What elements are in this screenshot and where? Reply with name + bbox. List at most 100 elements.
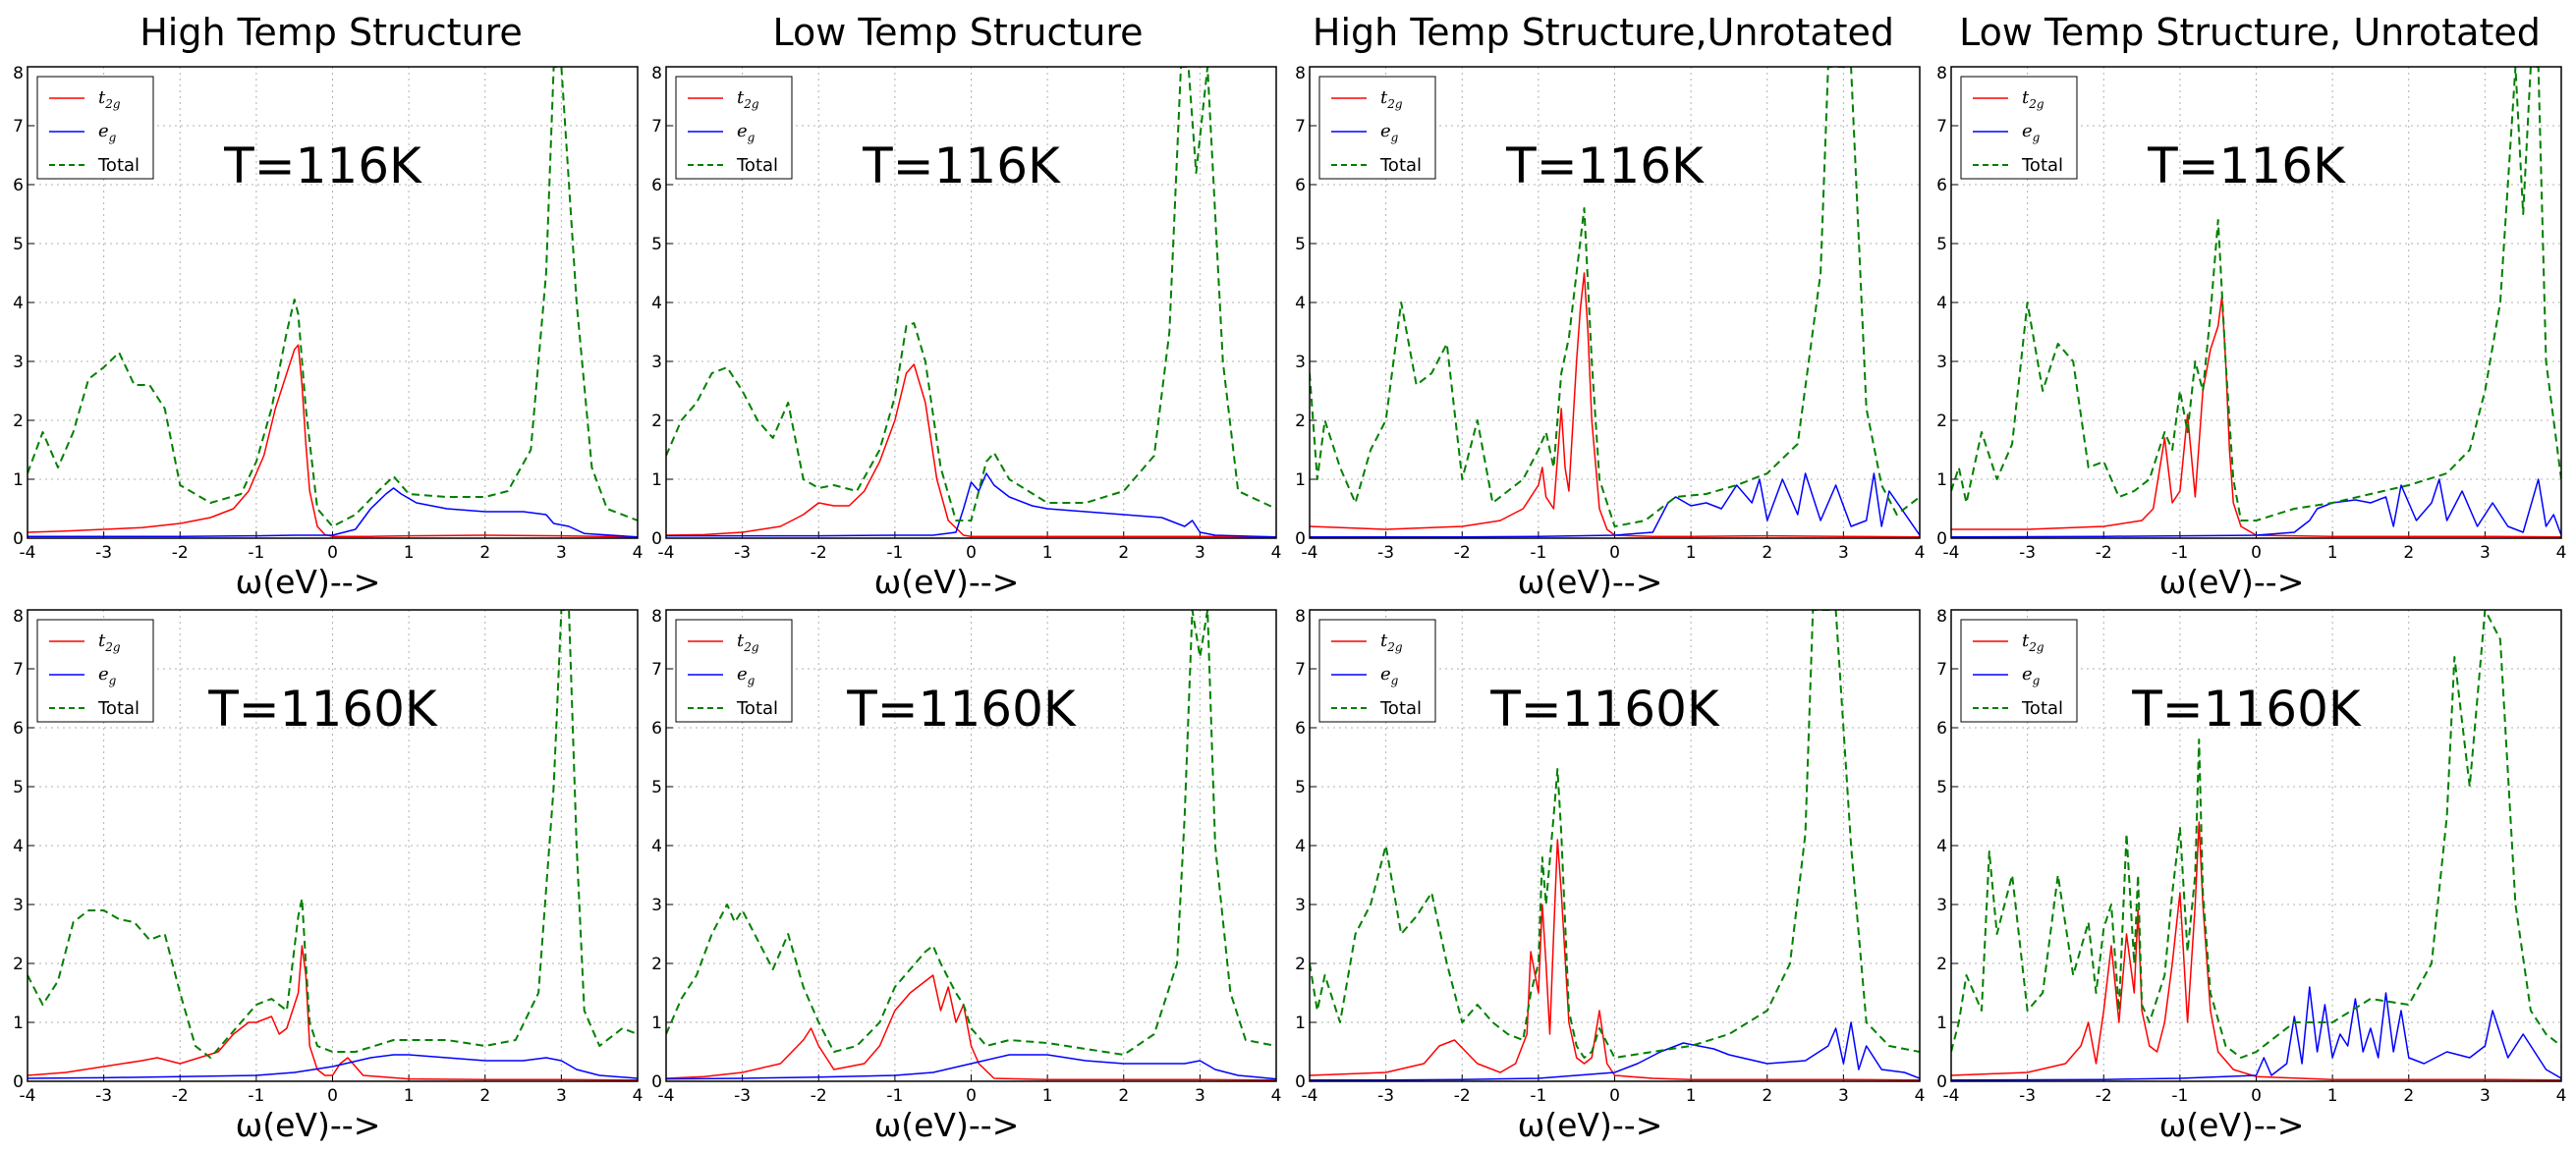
x-tick-label: 2: [1118, 543, 1129, 563]
series-line-total: [28, 67, 638, 527]
plot-frame: [1309, 609, 1921, 1082]
x-tick-label: -2: [172, 543, 189, 563]
x-tick-label: -3: [2019, 543, 2036, 563]
y-tick-label: 4: [651, 294, 662, 313]
series-line-total: [1951, 610, 2561, 1059]
y-tick-label: 3: [651, 353, 662, 372]
y-tick-label: 7: [651, 660, 662, 680]
x-tick-label: 1: [2327, 543, 2338, 563]
y-tick-label: 2: [13, 411, 24, 431]
y-tick-label: 5: [1936, 235, 1947, 254]
y-tick-label: 4: [13, 294, 24, 313]
y-tick-label: 1: [13, 470, 24, 490]
x-tick-label: 0: [327, 543, 338, 563]
x-axis-label: ω(eV)-->: [236, 1106, 381, 1144]
y-tick-label: 6: [13, 176, 24, 195]
legend-label-total: Total: [1379, 155, 1422, 176]
series-group: [666, 67, 1276, 538]
y-tick-label: 1: [13, 1014, 24, 1033]
y-tick-label: 1: [1295, 470, 1306, 490]
legend-box: [675, 619, 793, 723]
series-line-t2g: [1310, 839, 1920, 1081]
y-tick-label: 2: [1295, 411, 1306, 431]
x-tick-label: 3: [1838, 1086, 1849, 1106]
x-tick-label: 2: [479, 1086, 490, 1106]
temperature-annotation: T=116K: [2147, 137, 2346, 194]
y-tick-label: 1: [1936, 470, 1947, 490]
series-line-total: [666, 67, 1276, 521]
x-tick-label: 3: [2480, 543, 2491, 563]
x-tick-label: -3: [1377, 1086, 1394, 1106]
x-tick-label: -4: [658, 1086, 675, 1106]
y-tick-label: 7: [1936, 660, 1947, 680]
x-tick-label: 1: [1686, 543, 1697, 563]
y-tick-label: 7: [13, 660, 24, 680]
series-line-eg: [1951, 986, 2561, 1081]
x-tick-label: -4: [20, 543, 36, 563]
plot-frame: [1950, 609, 2562, 1082]
legend-box: [675, 76, 793, 180]
series-line-t2g: [28, 344, 638, 538]
y-tick-label: 5: [13, 235, 24, 254]
series-line-eg: [1310, 472, 1920, 538]
series-line-t2g: [666, 363, 1276, 538]
legend-label-total: Total: [2021, 155, 2063, 176]
y-tick-label: 2: [1936, 411, 1947, 431]
temperature-annotation: T=1160K: [846, 681, 1077, 738]
y-tick-label: 8: [651, 607, 662, 627]
x-tick-label: 3: [1195, 1086, 1205, 1106]
plot-frame: [1950, 66, 2562, 539]
y-tick-label: 8: [13, 64, 24, 83]
y-tick-label: 7: [1295, 660, 1306, 680]
legend-label-total: Total: [2021, 698, 2063, 719]
y-tick-label: 0: [1936, 1072, 1947, 1092]
x-tick-label: 0: [1609, 543, 1620, 563]
y-tick-label: 3: [1295, 353, 1306, 372]
x-tick-label: -1: [1530, 543, 1546, 563]
x-tick-label: -3: [95, 1086, 112, 1106]
x-tick-label: 1: [1686, 1086, 1697, 1106]
x-tick-label: 0: [1609, 1086, 1620, 1106]
y-tick-label: 3: [1936, 896, 1947, 915]
x-tick-label: -1: [1530, 1086, 1546, 1106]
plot-frame: [27, 66, 639, 539]
x-tick-label: -2: [2096, 1086, 2112, 1106]
y-tick-label: 5: [1295, 778, 1306, 797]
legend-box: [1318, 76, 1436, 180]
plot-frame: [665, 609, 1277, 1082]
series-line-eg: [1310, 1021, 1920, 1081]
y-tick-label: 7: [1936, 117, 1947, 137]
series-group: [1951, 610, 2561, 1081]
y-tick-label: 5: [1295, 235, 1306, 254]
x-tick-label: -3: [734, 543, 751, 563]
legend-box: [36, 619, 154, 723]
y-tick-label: 6: [1295, 719, 1306, 739]
y-tick-label: 2: [13, 955, 24, 974]
y-tick-label: 6: [651, 719, 662, 739]
y-tick-label: 0: [651, 529, 662, 549]
x-tick-label: 2: [1762, 543, 1772, 563]
y-tick-label: 6: [651, 176, 662, 195]
series-group: [1310, 67, 1920, 538]
y-tick-label: 6: [1936, 176, 1947, 195]
y-tick-label: 3: [13, 353, 24, 372]
x-tick-label: -1: [248, 1086, 264, 1106]
y-tick-label: 8: [13, 607, 24, 627]
x-axis-label: ω(eV)-->: [1518, 1106, 1663, 1144]
x-tick-label: -2: [1454, 543, 1471, 563]
y-tick-label: 0: [1936, 529, 1947, 549]
x-tick-label: -2: [1454, 1086, 1471, 1106]
x-tick-label: 2: [479, 543, 490, 563]
x-tick-label: -2: [2096, 543, 2112, 563]
legend-box: [1318, 619, 1436, 723]
series-line-t2g: [1951, 296, 2561, 538]
